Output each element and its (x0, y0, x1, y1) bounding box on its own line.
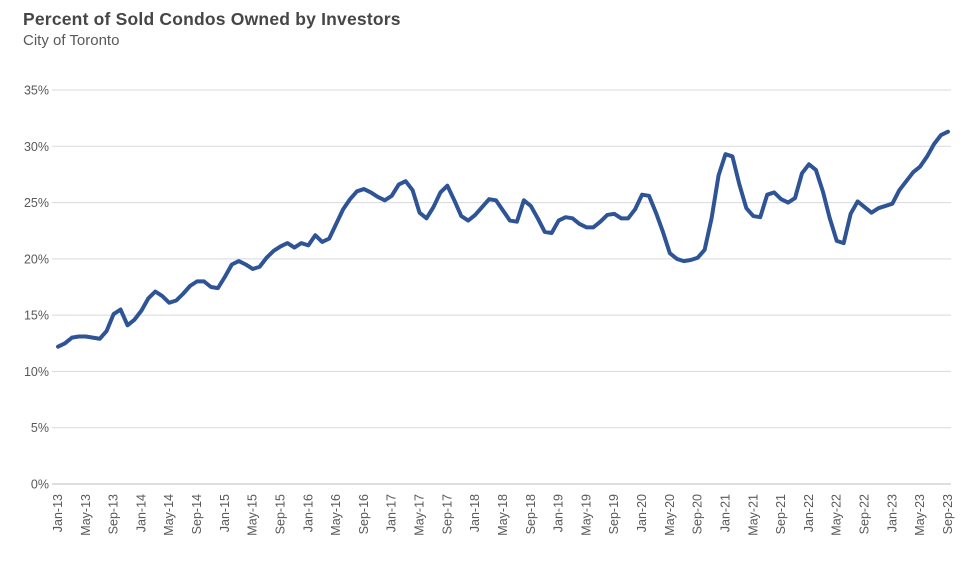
x-tick-label: May-18 (496, 494, 510, 536)
x-tick-label: May-15 (246, 494, 260, 536)
x-tick-label: Sep-17 (440, 494, 454, 534)
x-tick-label: Jan-20 (635, 494, 649, 532)
x-tick-label: May-22 (830, 494, 844, 536)
x-tick-label: Sep-22 (858, 494, 872, 534)
y-tick-label: 20% (24, 252, 49, 266)
x-tick-label: Jan-19 (552, 494, 566, 532)
x-axis-tick-labels: Jan-13 May-13 Sep-13 Jan-14 May-14 Sep-14 Jan-… (51, 494, 955, 536)
x-tick-label: Jan-13 (51, 494, 65, 532)
y-tick-label: 25% (24, 196, 49, 210)
y-tick-label: 10% (24, 365, 49, 379)
x-tick-label: Sep-23 (941, 494, 955, 534)
x-tick-label: Jan-21 (718, 494, 732, 532)
x-tick-label: May-23 (913, 494, 927, 536)
x-tick-label: Jan-23 (885, 494, 899, 532)
x-tick-label: Sep-21 (774, 494, 788, 534)
data-series-group (56, 129, 950, 349)
y-tick-label: 30% (24, 140, 49, 154)
x-tick-label: Sep-14 (190, 494, 204, 534)
gridlines-group (52, 89, 951, 485)
x-tick-label: May-13 (79, 494, 93, 536)
x-tick-label: Sep-20 (691, 494, 705, 534)
x-tick-label: Sep-13 (107, 494, 121, 534)
x-tick-label: Sep-15 (273, 494, 287, 534)
x-tick-label: Sep-18 (524, 494, 538, 534)
x-tick-label: May-16 (329, 494, 343, 536)
chart-header: Percent of Sold Condos Owned by Investor… (23, 9, 401, 50)
y-tick-label: 5% (31, 421, 49, 435)
x-tick-label: Sep-19 (607, 494, 621, 534)
x-tick-label: May-17 (413, 494, 427, 536)
x-tick-label: May-20 (663, 494, 677, 536)
x-tick-label: Jan-18 (468, 494, 482, 532)
x-tick-label: May-21 (746, 494, 760, 536)
y-tick-label: 0% (31, 478, 49, 492)
x-tick-label: Jan-14 (134, 494, 148, 532)
x-tick-label: Jan-15 (218, 494, 232, 532)
x-tick-label: Jan-22 (802, 494, 816, 532)
y-axis-tick-labels: 0% 5% 10% 15% 20% 25% 30% 35% (24, 84, 49, 492)
investor-share-line (56, 129, 950, 349)
x-tick-label: Jan-16 (301, 494, 315, 532)
x-tick-label: Sep-16 (357, 494, 371, 534)
x-tick-label: May-14 (162, 494, 176, 536)
x-tick-label: May-19 (579, 494, 593, 536)
y-tick-label: 35% (24, 84, 49, 98)
y-tick-label: 15% (24, 309, 49, 323)
x-tick-label: Jan-17 (385, 494, 399, 532)
chart-title: Percent of Sold Condos Owned by Investor… (23, 9, 401, 29)
chart-subtitle: City of Toronto (23, 31, 120, 49)
